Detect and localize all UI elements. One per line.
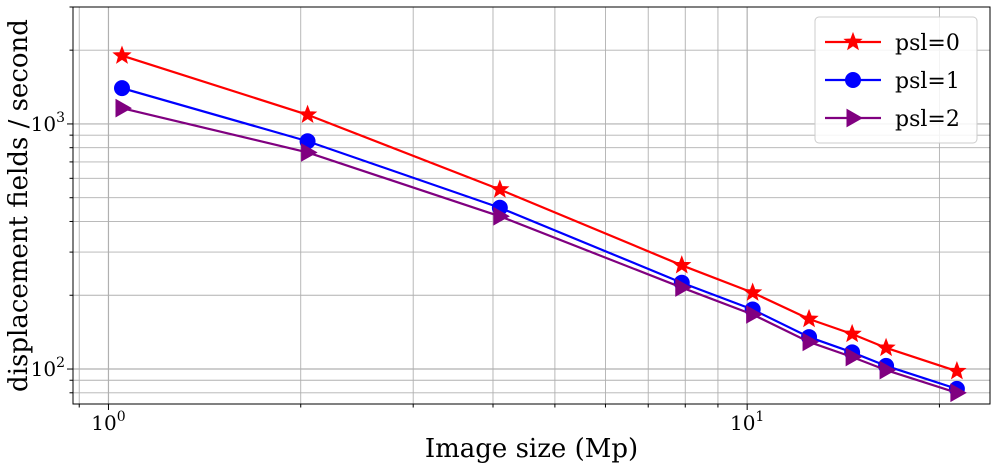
legend: psl=0 psl=1 psl=2 — [814, 16, 978, 144]
x-tick-label: 100 — [91, 409, 125, 435]
data-point — [301, 143, 318, 162]
y-tick-label-exponent: 2 — [56, 355, 65, 371]
x-tick-label: 101 — [730, 409, 764, 435]
legend-marker-shape — [843, 31, 863, 51]
data-point — [802, 332, 820, 352]
x-tick-label-base: 10 — [730, 411, 755, 435]
y-axis-label: displacement fields / second — [4, 19, 34, 392]
data-point — [950, 383, 967, 403]
data-point — [879, 360, 897, 380]
data-point — [113, 80, 130, 97]
legend-label-psl-2: psl=2 — [895, 107, 960, 132]
plot-frame — [72, 6, 991, 405]
data-point — [799, 308, 819, 328]
y-tick-label-base: 10 — [31, 112, 56, 136]
data-point — [876, 337, 896, 357]
data-point — [297, 104, 318, 123]
legend-marker-psl-1 — [845, 72, 861, 88]
data-point — [675, 278, 692, 297]
legend-marker-shape — [845, 72, 861, 88]
data-point — [743, 282, 763, 301]
data-point — [112, 45, 132, 64]
legend-marker-psl-0 — [843, 31, 863, 51]
x-tick-label-exponent: 1 — [755, 409, 764, 425]
x-tick-label-base: 10 — [91, 411, 116, 435]
data-point — [672, 255, 692, 274]
data-point — [947, 361, 967, 380]
axis-ticks — [67, 6, 940, 410]
series-line — [121, 107, 958, 394]
data-point — [115, 98, 133, 118]
y-tick-label-base: 10 — [31, 357, 56, 381]
x-axis-label: Image size (Mp) — [425, 434, 638, 464]
data-point — [490, 179, 510, 198]
legend-label-psl-1: psl=1 — [895, 69, 960, 94]
x-tick-label-exponent: 0 — [117, 409, 126, 425]
y-tick-label: 102 — [31, 355, 65, 381]
y-tick-label: 103 — [31, 110, 65, 136]
series-psl-0 — [112, 45, 967, 380]
legend-entry-psl-2: psl=2 — [825, 107, 960, 132]
legend-entry-psl-0: psl=0 — [825, 31, 960, 56]
legend-box — [814, 16, 978, 144]
legend-entry-psl-1: psl=1 — [825, 69, 960, 94]
legend-marker-psl-2 — [846, 108, 864, 128]
series-psl-2 — [115, 98, 967, 403]
data-point — [842, 323, 862, 343]
legend-marker-shape — [846, 108, 864, 128]
legend-label-psl-0: psl=0 — [895, 31, 960, 56]
y-tick-label-exponent: 3 — [56, 110, 65, 126]
data-point — [493, 206, 510, 226]
data-point — [845, 347, 863, 367]
data-point — [746, 305, 763, 324]
series-layer — [112, 45, 967, 403]
